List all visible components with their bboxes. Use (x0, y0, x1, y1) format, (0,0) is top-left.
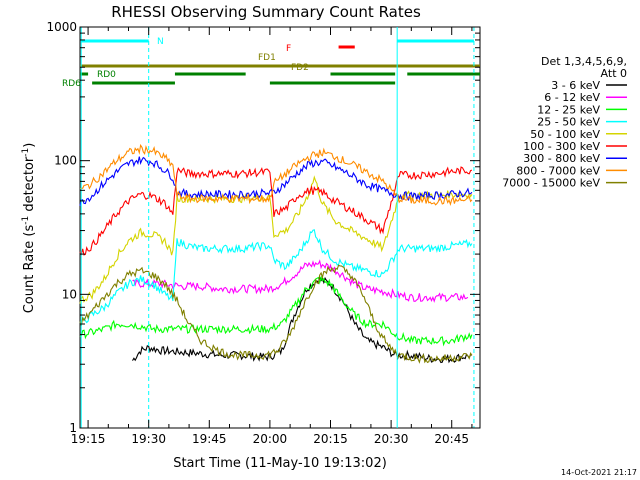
x-tick-label: 19:30 (131, 432, 166, 446)
y-axis-label-end: ) (22, 143, 37, 148)
y-tick-label: 10 (62, 287, 77, 301)
flag-label-f: F (286, 44, 291, 54)
footer-date: 14-Oct-2021 21:17 (561, 468, 637, 477)
axes-layer: 19:15 19:30 19:45 20:00 20:15 20:30 20:45 1 10 10… (46, 20, 480, 446)
x-tick-label: 20:30 (374, 432, 409, 446)
legend-header-detectors: Det 1,3,4,5,6,9, (541, 55, 627, 68)
x-tick-label: 20:45 (434, 432, 469, 446)
series-line-2 (132, 259, 469, 303)
plot-border (79, 26, 481, 429)
legend-label-8: 800 - 7000 keV (516, 164, 600, 177)
flags-layer: N F FD1 FD2 RD0 RD6 (62, 37, 480, 89)
flag-label-fd2: FD2 (291, 63, 309, 73)
legend-label-3: 12 - 25 keV (537, 103, 600, 116)
x-tick-label: 20:15 (313, 432, 348, 446)
y-axis-label-sup2: -1 (21, 148, 31, 157)
x-axis-label: Start Time (11-May-10 19:13:02) (173, 456, 387, 471)
x-tick-label: 20:00 (253, 432, 288, 446)
flag-label-n: N (157, 37, 164, 47)
series-line-8 (79, 143, 473, 207)
flag-label-fd1: FD1 (258, 53, 276, 63)
y-axis-label-mid: detector (22, 156, 37, 216)
legend-label-1: 3 - 6 keV (551, 79, 600, 92)
series-line-6 (79, 166, 473, 256)
plot-frame (79, 26, 481, 429)
y-axis-label: Count Rate (s-1 detector-1) (21, 143, 37, 314)
x-tick-label: 19:15 (71, 432, 106, 446)
legend-label-6: 100 - 300 keV (523, 140, 600, 153)
y-tick-label: 1000 (46, 20, 77, 34)
y-axis-label-sup1: -1 (21, 216, 31, 225)
y-tick-label: 100 (54, 154, 77, 168)
series-line-1 (132, 275, 473, 364)
series-line-4 (79, 229, 473, 325)
y-tick-label: 1 (69, 421, 77, 435)
legend-header-attenuator: Att 0 (601, 67, 627, 80)
legend-label-7: 300 - 800 keV (523, 152, 600, 165)
legend-label-5: 50 - 100 keV (530, 128, 600, 141)
series-line-3 (79, 275, 473, 347)
flag-label-rd0: RD0 (97, 70, 116, 80)
y-axis-label-main: Count Rate (s (22, 225, 37, 314)
x-tick-label: 19:45 (192, 432, 227, 446)
series-line-9 (79, 264, 473, 364)
series-line-7 (79, 156, 473, 206)
legend-label-9: 7000 - 15000 keV (502, 177, 600, 190)
legend-label-2: 6 - 12 keV (544, 91, 600, 104)
flag-label-rd6: RD6 (62, 79, 81, 89)
legend-label-4: 25 - 50 keV (537, 116, 600, 129)
chart-title: RHESSI Observing Summary Count Rates (111, 3, 421, 21)
series-layer (79, 143, 473, 364)
